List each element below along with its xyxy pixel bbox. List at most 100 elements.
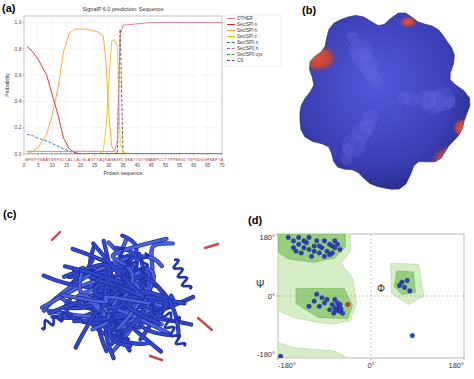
allowed-region	[391, 263, 424, 304]
residue-point	[317, 304, 322, 309]
patches	[298, 16, 474, 185]
tick-mark	[193, 154, 194, 156]
tick-label: 5	[37, 163, 40, 168]
tick-mark	[23, 75, 25, 76]
legend-swatch	[227, 30, 235, 31]
favored-region	[278, 234, 345, 262]
grid-line	[165, 16, 166, 154]
legend-label: CS	[237, 58, 243, 63]
tick-mark	[108, 154, 109, 156]
residue-point	[302, 245, 307, 250]
tick-label: 65	[205, 163, 211, 168]
tick-label: 25	[92, 163, 98, 168]
residue-point	[333, 239, 338, 244]
residue-point	[312, 299, 317, 304]
legend-swatch	[227, 60, 235, 61]
tick-mark	[464, 358, 465, 360]
tick-label: 50	[163, 163, 169, 168]
helix	[164, 319, 185, 347]
surface	[300, 13, 470, 189]
tick-label: 0	[23, 163, 26, 168]
legend-label: Sec/SPII n	[237, 40, 259, 45]
grid-line	[24, 127, 222, 128]
axis-label: Ψ	[256, 279, 264, 290]
ribbon-tip	[52, 232, 60, 240]
tick-label: 0.0	[15, 151, 22, 157]
grid-line	[38, 16, 39, 154]
helix	[119, 248, 144, 272]
grid-line	[137, 16, 138, 154]
residue-point	[278, 354, 283, 358]
residue-point	[322, 239, 327, 244]
residue-point	[309, 254, 314, 259]
patch	[342, 175, 358, 185]
grid-line	[24, 48, 222, 49]
ribbon-tip	[150, 356, 162, 360]
residue-point	[307, 235, 312, 240]
tick-mark	[23, 48, 25, 49]
tick-mark	[52, 154, 53, 156]
residue-point	[302, 239, 307, 244]
legend-swatch	[227, 18, 235, 19]
tick-label: 40	[135, 163, 141, 168]
grid-line	[151, 16, 152, 154]
figure: (a)(b)(c)(d)SignalP 6.0 prediction: Sequ…	[0, 0, 474, 379]
tick-mark	[123, 154, 124, 156]
surface-model	[298, 13, 474, 189]
favored-region	[394, 271, 415, 294]
patch	[430, 144, 474, 176]
residue: A	[221, 158, 224, 162]
panel-label: (d)	[248, 214, 262, 226]
residue-point	[407, 289, 412, 294]
residue-point	[320, 295, 325, 300]
tick-label: 60	[191, 163, 197, 168]
residue-point	[312, 249, 317, 254]
helix	[109, 313, 129, 341]
helix	[117, 261, 133, 293]
legend-label: Sec/SPI h	[237, 28, 258, 33]
tick-mark	[165, 154, 166, 156]
bump	[367, 71, 383, 87]
residue-point	[405, 278, 410, 283]
ribbon-tip	[205, 244, 218, 248]
residue-point	[327, 307, 332, 312]
signalp-chart: SignalP 6.0 prediction: Sequence05101520…	[4, 6, 281, 176]
legend-swatch	[227, 42, 235, 43]
legend-label: Sec/SPII cys	[237, 52, 263, 57]
tick-label: 30	[106, 163, 112, 168]
ribbon-edge	[62, 295, 161, 306]
tick-label: 0.6	[15, 72, 22, 78]
bump	[403, 91, 419, 107]
residue-point	[410, 333, 415, 338]
chart-title: SignalP 6.0 prediction: Sequence	[82, 6, 163, 12]
residue-point	[296, 242, 301, 247]
ribbon	[62, 295, 161, 306]
residue-point	[291, 239, 296, 244]
legend-swatch	[227, 48, 235, 49]
tick-label: 0.4	[15, 98, 22, 104]
ribbon-edge	[113, 239, 167, 297]
residue-point	[397, 283, 402, 288]
points	[278, 235, 414, 358]
ribbon-edge	[93, 244, 143, 297]
tick-mark	[371, 358, 372, 360]
grid-line	[94, 16, 95, 154]
ramachandran-plot: -180°0°180°-180°0°180°ΦΨ	[256, 233, 464, 370]
ribbon-model	[41, 232, 218, 360]
allowed-region	[278, 234, 357, 324]
lines	[27, 23, 222, 154]
bump	[342, 144, 354, 156]
tick-label: 0°	[268, 292, 275, 301]
tick-mark	[23, 101, 25, 102]
grid-line	[193, 16, 194, 154]
residue: L	[71, 158, 73, 162]
legend-swatch	[227, 24, 235, 25]
tick-label: 0.2	[15, 124, 22, 130]
tick-mark	[276, 296, 278, 297]
residue-point	[322, 254, 327, 259]
ribbon-tip	[198, 318, 212, 330]
tick-mark	[137, 154, 138, 156]
axis-label: Protein sequence	[104, 170, 143, 176]
tick-mark	[66, 154, 67, 156]
tick-mark	[94, 154, 95, 156]
